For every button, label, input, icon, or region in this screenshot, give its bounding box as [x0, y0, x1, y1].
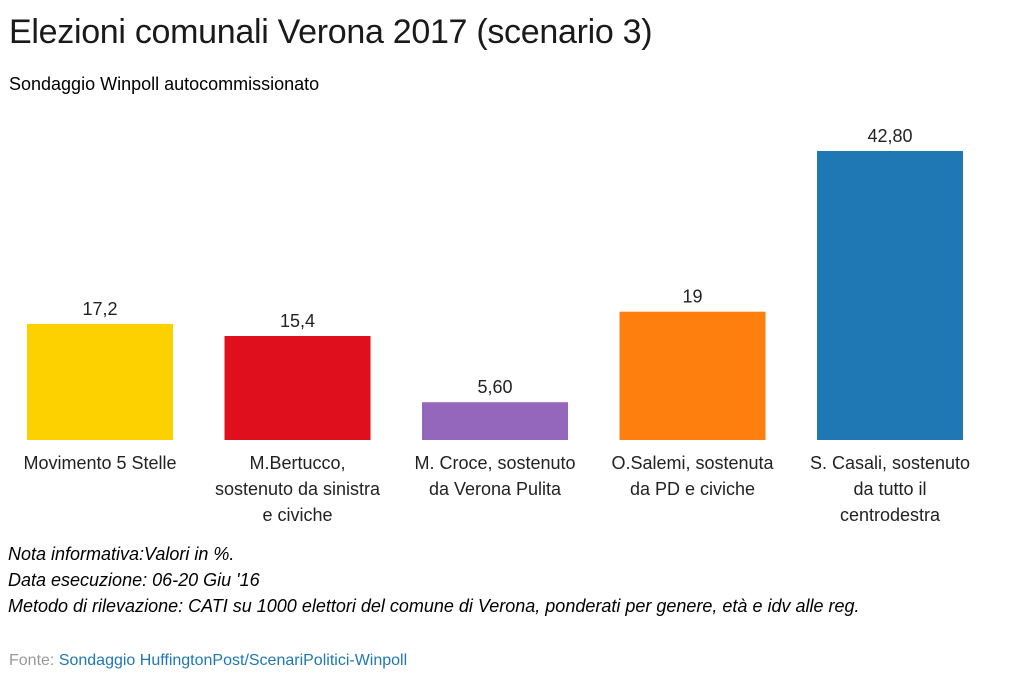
- bar: [224, 336, 371, 440]
- bar: [619, 311, 766, 440]
- note-line: Data esecuzione: 06-20 Giu '16: [8, 570, 260, 590]
- x-tick-label: S. Casali, sostenuto da tutto il centrod…: [809, 453, 971, 525]
- bar-value-label: 17,2: [82, 299, 117, 319]
- note-line: Metodo di rilevazione: CATI su 1000 elet…: [8, 596, 860, 616]
- bar-chart: 17,2 15,4 5,60 19 42,80: [27, 124, 963, 440]
- x-tick-label: M.Bertucco, sostenuto da sinistra e civi…: [214, 453, 381, 525]
- source-label: Fonte:: [9, 652, 55, 669]
- bar-value-label: 15,4: [280, 311, 315, 331]
- x-tick-label: Movimento 5 Stelle: [23, 453, 177, 473]
- source-line: Fonte: Sondaggio HuffingtonPost/ScenariP…: [9, 652, 407, 670]
- source-link[interactable]: Sondaggio HuffingtonPost/ScenariPolitici…: [58, 652, 408, 669]
- bar-value-label: 42,80: [867, 126, 912, 146]
- chart-title: Elezioni comunali Verona 2017 (scenario …: [9, 13, 653, 51]
- x-tick-label: M. Croce, sostenuto da Verona Pulita: [414, 453, 576, 499]
- x-tick-label: O.Salemi, sostenuta da PD e civiche: [611, 453, 774, 499]
- bar: [27, 323, 173, 440]
- bar: [422, 402, 568, 440]
- bar-value-label: 5,60: [477, 377, 512, 397]
- note-line: Nota informativa:Valori in %.: [8, 544, 235, 564]
- bar-value-label: 19: [682, 287, 702, 307]
- chart-subtitle: Sondaggio Winpoll autocommissionato: [9, 74, 320, 94]
- chart-notes: Nota informativa:Valori in %. Data esecu…: [8, 541, 860, 619]
- bar: [817, 151, 963, 440]
